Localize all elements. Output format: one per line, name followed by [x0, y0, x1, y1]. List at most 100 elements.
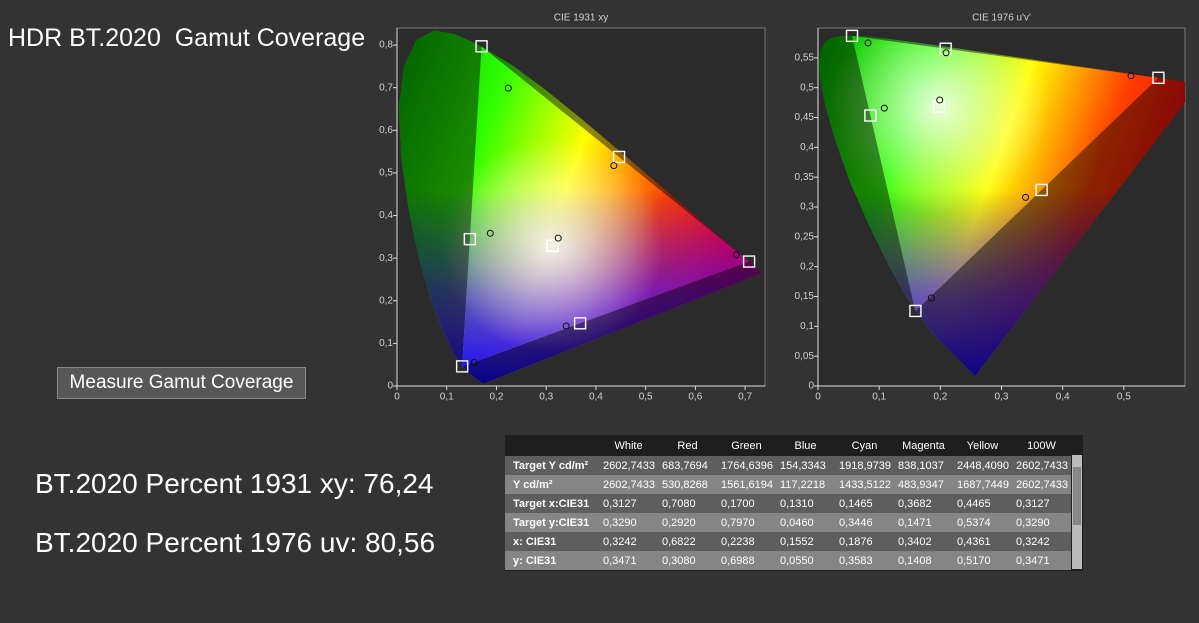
y-tick-label: 0,2 [800, 261, 814, 272]
table-row: Target x:CIE31 0,3127 0,7080 0,1700 0,1310 0,… [505, 494, 1071, 513]
cell: 0,1408 [894, 551, 953, 570]
target-marker [939, 42, 952, 55]
y-tick-label: 0 [387, 381, 393, 392]
target-marker [1035, 183, 1048, 197]
y-tick-label: 0,5 [800, 82, 814, 93]
y-tick-label: 0,35 [795, 172, 815, 183]
cell: 0,3471 [1012, 551, 1071, 570]
measured-marker [554, 234, 562, 242]
cell: 0,1876 [835, 532, 894, 551]
x-tick-label: 0,2 [490, 392, 504, 403]
column-header: 100W [1027, 439, 1056, 452]
row-label: Target y:CIE31 [505, 513, 599, 532]
target-marker [1152, 71, 1165, 85]
y-tick-label: 0,7 [379, 82, 393, 93]
measured-marker [927, 294, 935, 302]
x-tick-label: 0,3 [539, 392, 553, 403]
cell: 2602,7433 [599, 475, 658, 494]
table-row: Y cd/m² 2602,7433 530,8268 1561,6194 117,221… [505, 475, 1071, 494]
cell: 0,1465 [835, 494, 894, 513]
y-tick-label: 0,5 [379, 168, 393, 179]
y-tick-label: 0,25 [795, 231, 815, 242]
result-1931: BT.2020 Percent 1931 xy: 76,24 [35, 468, 434, 499]
scrollbar[interactable] [1072, 455, 1082, 569]
table-row: y: CIE31 0,3471 0,3080 0,6988 0,0550 0,3583 0,… [505, 551, 1071, 570]
cell: 838,1037 [894, 456, 953, 475]
target-marker [742, 255, 756, 268]
cell: 1561,6194 [717, 475, 776, 494]
x-tick-label: 0,5 [1117, 392, 1131, 403]
cell: 2602,7433 [599, 456, 658, 475]
column-header: Green [731, 439, 762, 452]
table-row: x: CIE31 0,3242 0,6822 0,2238 0,1552 0,1876 0,… [505, 532, 1071, 551]
table-row: Target y:CIE31 0,3290 0,2920 0,7970 0,0460 0,… [505, 513, 1071, 532]
scroll-thumb[interactable] [1073, 467, 1081, 525]
cell: 2602,7433 [1012, 456, 1071, 475]
cell: 0,3242 [599, 532, 658, 551]
measure-button[interactable]: Measure Gamut Coverage [57, 367, 306, 399]
measured-marker [864, 39, 872, 47]
cell: 117,2218 [776, 475, 835, 494]
y-tick-label: 0,05 [795, 351, 815, 362]
cell: 0,1471 [894, 513, 953, 532]
target-marker [546, 239, 559, 252]
chart-title: CIE 1931 xy [554, 13, 608, 24]
measured-marker [732, 251, 740, 259]
measured-marker [936, 96, 944, 104]
measured-marker [470, 359, 478, 367]
cell: 0,3682 [894, 494, 953, 513]
cell: 0,3402 [894, 532, 953, 551]
row-label: y: CIE31 [505, 551, 599, 570]
cell: 483,9347 [894, 475, 953, 494]
column-header: Yellow [966, 439, 999, 452]
y-tick-label: 0,1 [800, 321, 814, 332]
target-marker [845, 29, 859, 43]
cell: 0,2920 [658, 513, 717, 532]
cell: 0,3127 [1012, 494, 1071, 513]
x-tick-label: 0,6 [688, 392, 702, 403]
y-tick-label: 0,6 [379, 125, 393, 136]
cell: 0,5374 [953, 513, 1012, 532]
results-table: White Red Green Blue Cyan Magenta Yellow 100W Ta… [505, 435, 1083, 571]
x-tick-label: 0,3 [995, 392, 1009, 403]
column-header: White [614, 439, 643, 452]
cell: 683,7694 [658, 456, 717, 475]
app-title: HDR BT.2020 Gamut Coverage [8, 24, 366, 52]
measured-marker [562, 322, 570, 330]
cell: 0,4361 [953, 532, 1012, 551]
measured-marker [504, 84, 512, 92]
cell: 1764,6396 [717, 456, 776, 475]
measured-marker [486, 229, 494, 237]
cell: 0,0460 [776, 513, 835, 532]
x-tick-label: 0,4 [589, 392, 603, 403]
target-marker [573, 317, 587, 330]
column-header: Cyan [851, 439, 878, 452]
row-label: Target Y cd/m² [505, 456, 599, 475]
cell: 0,2238 [717, 532, 776, 551]
cell: 1433,5122 [835, 475, 894, 494]
measured-marker [1127, 72, 1135, 80]
cell: 0,4465 [953, 494, 1012, 513]
x-tick-label: 0,5 [639, 392, 653, 403]
target-marker [475, 40, 488, 53]
result-1976: BT.2020 Percent 1976 uv: 80,56 [35, 527, 436, 558]
cell: 0,3583 [835, 551, 894, 570]
row-label: Y cd/m² [505, 475, 599, 494]
target-marker [909, 304, 922, 318]
target-marker [932, 100, 946, 113]
chart-title: CIE 1976 u'v' [972, 13, 1031, 24]
y-tick-label: 0,3 [379, 253, 393, 264]
measured-marker [942, 49, 950, 57]
row-label: x: CIE31 [505, 532, 599, 551]
cell: 0,3290 [599, 513, 658, 532]
target-marker [463, 232, 477, 246]
y-tick-label: 0,8 [379, 40, 393, 51]
x-tick-label: 0 [815, 392, 821, 403]
cell: 154,3343 [776, 456, 835, 475]
cell: 530,8268 [658, 475, 717, 494]
y-tick-label: 0,4 [800, 142, 814, 153]
y-tick-label: 0,45 [795, 112, 815, 123]
cell: 0,0550 [776, 551, 835, 570]
